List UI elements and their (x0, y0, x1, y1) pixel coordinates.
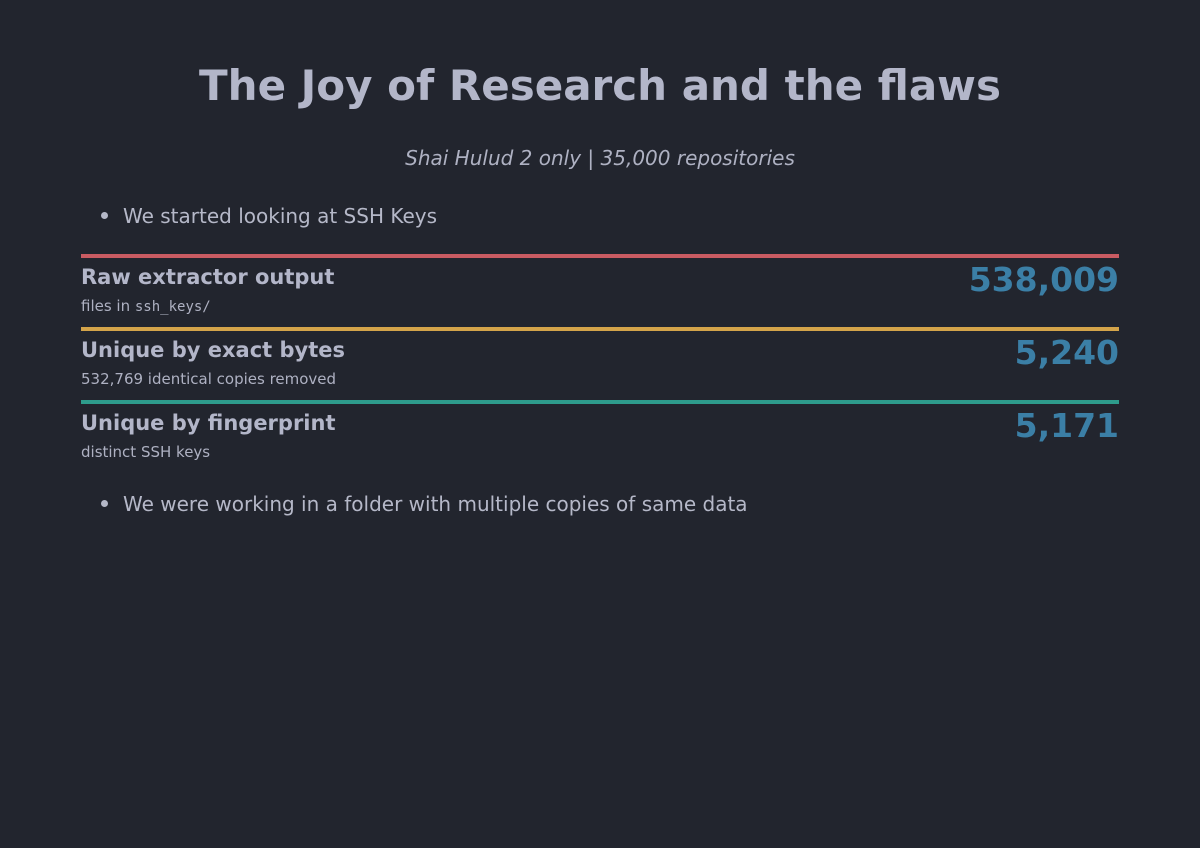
stat-label: Unique by fingerprint (81, 411, 336, 435)
stat-description-text: files in (81, 297, 135, 315)
stat-bar (81, 400, 1119, 404)
bullet-text: We started looking at SSH Keys (123, 204, 438, 228)
stat-description: 532,769 identical copies removed (81, 370, 337, 388)
stat-description-code: ssh_keys/ (134, 299, 211, 315)
bullet-dot-icon (101, 500, 108, 507)
stat-value: 5,240 (1014, 333, 1119, 372)
stat-value: 538,009 (968, 260, 1119, 299)
stat-row-unique-fingerprint: Unique by fingerprint distinct SSH keys … (81, 400, 1119, 470)
bullet-text: We were working in a folder with multipl… (123, 492, 748, 516)
stat-row-raw-output: Raw extractor output files in ssh_keys/ … (81, 254, 1119, 324)
bullet-item: We started looking at SSH Keys (101, 201, 437, 231)
stat-bar (81, 254, 1119, 258)
stat-value: 5,171 (1014, 406, 1119, 445)
slide: The Joy of Research and the flaws Shai H… (81, 0, 1119, 848)
stat-description: distinct SSH keys (81, 443, 211, 461)
bullet-item: We were working in a folder with multipl… (101, 489, 748, 519)
stat-label: Unique by exact bytes (81, 338, 346, 362)
slide-subtitle: Shai Hulud 2 only | 35,000 repositories (405, 146, 795, 170)
stat-label: Raw extractor output (81, 265, 335, 289)
stat-bar (81, 327, 1119, 331)
slide-title: The Joy of Research and the flaws (199, 61, 1001, 110)
stat-description: files in ssh_keys/ (81, 296, 211, 317)
bullet-dot-icon (101, 212, 108, 219)
stat-row-unique-bytes: Unique by exact bytes 532,769 identical … (81, 327, 1119, 397)
